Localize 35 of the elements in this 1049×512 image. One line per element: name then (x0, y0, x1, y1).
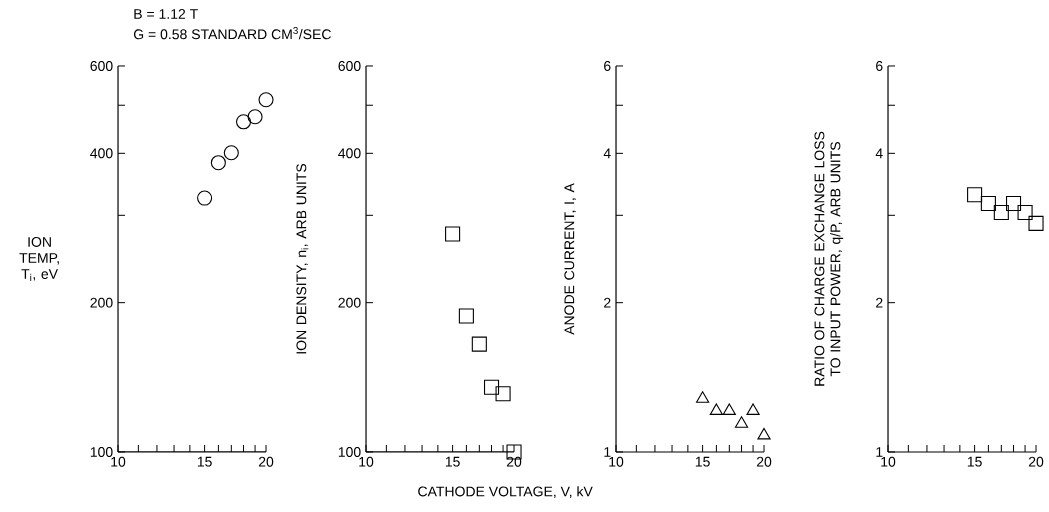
x-tick-label: 20 (258, 456, 274, 467)
y-tick-label: 200 (90, 297, 113, 308)
x-tick-label: 10 (359, 456, 374, 467)
x-tick-label: 15 (967, 456, 982, 467)
y-tick-label: 1 (876, 447, 883, 457)
x-tick-label: 20 (1028, 456, 1044, 467)
y-tick-label: 4 (875, 148, 883, 159)
y-tick-label: 200 (338, 297, 361, 308)
y-axis-title: RATIO OF CHARGE EXCHANGE LOSS TO INPUT POWER, q/P, ARB UNITS (814, 131, 844, 386)
y-axis-title: ION DENSITY, n$_{i}$, ARB UNITS (296, 163, 309, 354)
y-tick-label: 400 (90, 148, 113, 159)
y-tick-label: 100 (338, 447, 361, 457)
y-axis-title: ANODE CURRENT, I, A (564, 183, 576, 335)
x-tick-label: 20 (756, 456, 772, 467)
x-tick-label: 15 (445, 456, 460, 467)
y-tick-label: 6 (876, 61, 883, 71)
y-tick-label: 100 (90, 447, 113, 457)
x-tick-label: 10 (609, 456, 624, 467)
y-tick-label: 600 (338, 61, 361, 71)
y-tick-label: 600 (90, 61, 113, 71)
y-tick-label: 1 (604, 447, 611, 457)
y-axis-title: ION TEMP, T$_{i}$, eV (19, 237, 59, 281)
x-tick-label: 10 (111, 456, 126, 467)
y-tick-label: 400 (338, 148, 361, 159)
y-tick-label: 2 (604, 297, 611, 308)
y-tick-label: 6 (604, 61, 611, 71)
x-axis-title: CATHODE VOLTAGE, V, kV (418, 486, 593, 499)
x-tick-label: 15 (197, 456, 212, 467)
x-tick-label: 10 (881, 456, 896, 467)
y-tick-label: 2 (876, 297, 883, 308)
text: B = 1.12 T (134, 8, 198, 19)
text: G = 0.58 STANDARD CM$^{3}$/SEC (133, 27, 331, 40)
y-tick-label: 4 (603, 148, 611, 159)
x-tick-label: 15 (695, 456, 710, 467)
x-tick-label: 20 (506, 456, 522, 467)
